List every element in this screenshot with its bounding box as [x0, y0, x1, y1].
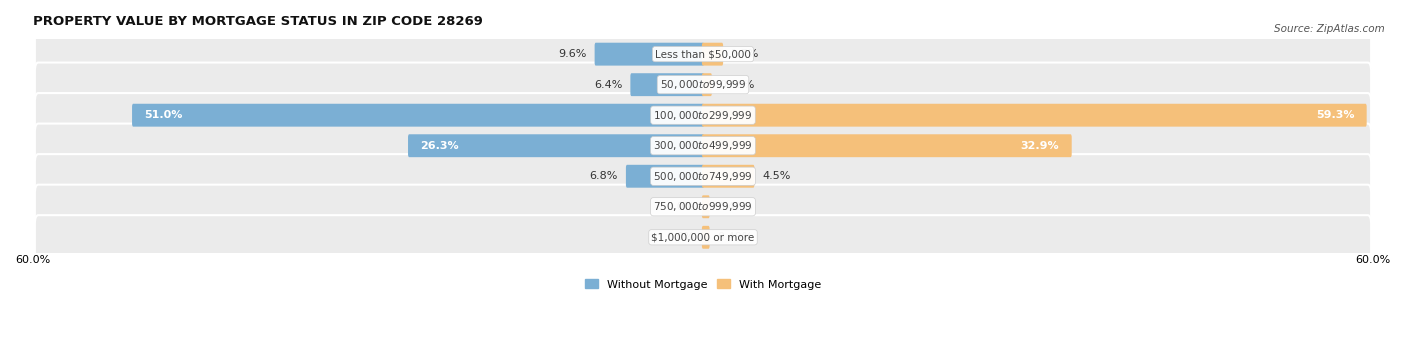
Text: 9.6%: 9.6%: [558, 49, 586, 59]
FancyBboxPatch shape: [35, 32, 1371, 76]
Text: $50,000 to $99,999: $50,000 to $99,999: [659, 78, 747, 91]
Text: 32.9%: 32.9%: [1021, 141, 1059, 151]
Text: $750,000 to $999,999: $750,000 to $999,999: [654, 200, 752, 213]
FancyBboxPatch shape: [702, 165, 755, 188]
FancyBboxPatch shape: [702, 226, 710, 249]
FancyBboxPatch shape: [132, 104, 704, 126]
Text: Source: ZipAtlas.com: Source: ZipAtlas.com: [1274, 24, 1385, 34]
Text: $1,000,000 or more: $1,000,000 or more: [651, 232, 755, 242]
Text: 1.7%: 1.7%: [731, 49, 759, 59]
Text: Less than $50,000: Less than $50,000: [655, 49, 751, 59]
FancyBboxPatch shape: [35, 124, 1371, 168]
FancyBboxPatch shape: [626, 165, 704, 188]
FancyBboxPatch shape: [702, 73, 711, 96]
FancyBboxPatch shape: [35, 185, 1371, 229]
Text: 0.49%: 0.49%: [717, 202, 754, 212]
Text: 0.0%: 0.0%: [666, 232, 695, 242]
FancyBboxPatch shape: [35, 154, 1371, 198]
Text: $300,000 to $499,999: $300,000 to $499,999: [654, 139, 752, 152]
FancyBboxPatch shape: [630, 73, 704, 96]
Text: 0.69%: 0.69%: [720, 80, 755, 90]
Legend: Without Mortgage, With Mortgage: Without Mortgage, With Mortgage: [581, 275, 825, 294]
Text: 6.8%: 6.8%: [589, 171, 619, 181]
FancyBboxPatch shape: [595, 43, 704, 66]
FancyBboxPatch shape: [408, 134, 704, 157]
FancyBboxPatch shape: [35, 93, 1371, 137]
Text: 6.4%: 6.4%: [595, 80, 623, 90]
Text: 4.5%: 4.5%: [762, 171, 790, 181]
Text: $100,000 to $299,999: $100,000 to $299,999: [654, 109, 752, 122]
Text: 59.3%: 59.3%: [1316, 110, 1354, 120]
Text: $500,000 to $749,999: $500,000 to $749,999: [654, 170, 752, 183]
Text: 0.49%: 0.49%: [717, 232, 754, 242]
FancyBboxPatch shape: [702, 134, 1071, 157]
Text: 26.3%: 26.3%: [420, 141, 458, 151]
FancyBboxPatch shape: [702, 195, 710, 218]
FancyBboxPatch shape: [702, 43, 723, 66]
FancyBboxPatch shape: [702, 104, 1367, 126]
FancyBboxPatch shape: [35, 63, 1371, 107]
FancyBboxPatch shape: [35, 215, 1371, 259]
Text: 0.0%: 0.0%: [666, 202, 695, 212]
Text: 51.0%: 51.0%: [145, 110, 183, 120]
Text: PROPERTY VALUE BY MORTGAGE STATUS IN ZIP CODE 28269: PROPERTY VALUE BY MORTGAGE STATUS IN ZIP…: [32, 15, 482, 28]
